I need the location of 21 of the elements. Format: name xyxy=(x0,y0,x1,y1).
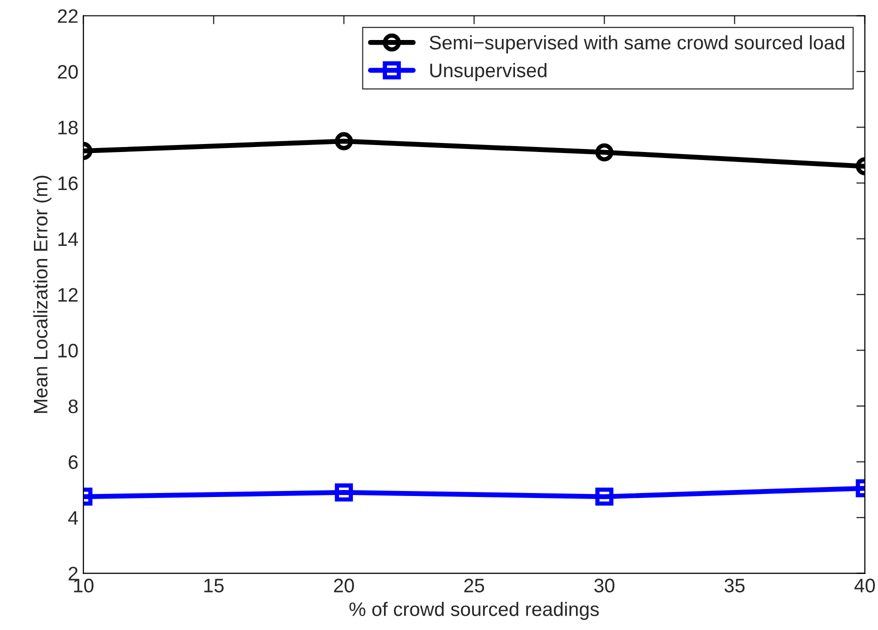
legend-label: Unsupervised xyxy=(430,63,546,82)
y-tick-label: 20 xyxy=(58,64,78,79)
y-tick-label: 14 xyxy=(58,232,78,246)
x-tick-label: 40 xyxy=(854,578,875,592)
x-tick-label: 35 xyxy=(724,578,745,592)
y-tick-label: 8 xyxy=(68,400,78,414)
y-tick-label: 16 xyxy=(58,176,78,190)
x-tick-label: 20 xyxy=(334,578,354,592)
y-tick-label: 2 xyxy=(68,566,78,580)
x-tick-label: 15 xyxy=(204,578,224,592)
x-axis-title: % of crowd sourced readings xyxy=(349,602,599,620)
y-tick-label: 18 xyxy=(58,120,78,134)
legend-label: Semi−supervised with same crowd sourced load xyxy=(430,35,844,54)
y-tick-label: 4 xyxy=(68,511,78,525)
y-tick-label: 10 xyxy=(58,344,78,358)
y-tick-label: 12 xyxy=(58,288,78,302)
y-axis-title: Mean Localization Error (m) xyxy=(33,176,52,413)
y-tick-label: 22 xyxy=(58,9,78,23)
x-tick-label: 30 xyxy=(594,578,614,592)
y-tick-label: 6 xyxy=(68,455,78,470)
x-tick-label: 25 xyxy=(464,578,484,592)
